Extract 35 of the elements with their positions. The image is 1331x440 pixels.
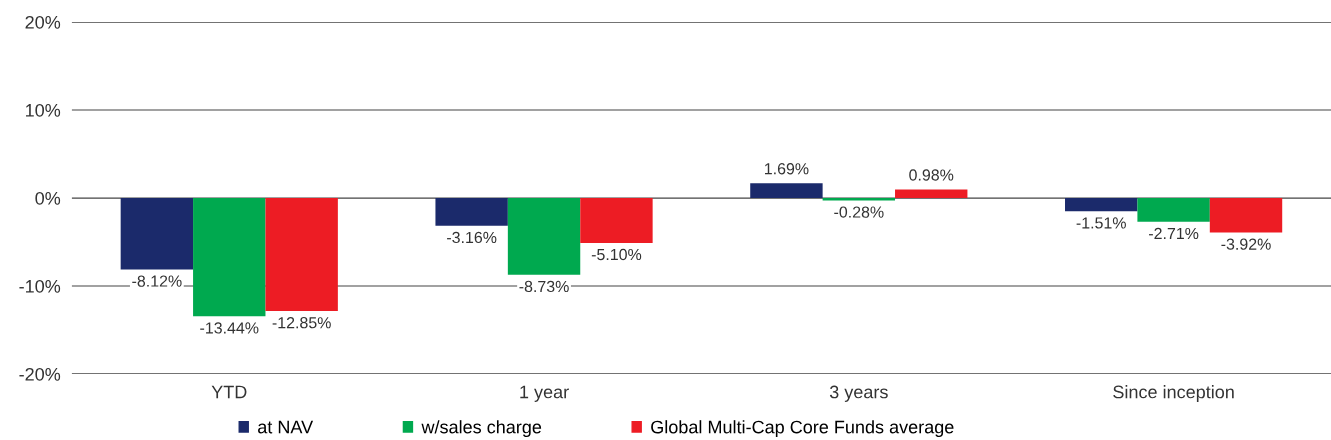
data-label: -12.85% bbox=[272, 317, 331, 329]
legend-label: at NAV bbox=[258, 420, 314, 434]
y-tick-label: 0% bbox=[35, 191, 61, 205]
bar bbox=[1065, 198, 1138, 212]
data-label: -8.12% bbox=[132, 275, 182, 287]
data-label: -3.92% bbox=[1221, 238, 1271, 250]
bar bbox=[580, 198, 653, 243]
bar bbox=[193, 198, 266, 317]
data-label: -3.16% bbox=[447, 231, 497, 244]
data-label: -8.73% bbox=[519, 280, 569, 293]
bar bbox=[265, 198, 338, 312]
data-label: -5.10% bbox=[591, 248, 642, 261]
x-tick-label: YTD bbox=[211, 385, 247, 399]
x-tick-label: 3 years bbox=[829, 385, 888, 402]
data-label: -13.44% bbox=[200, 322, 259, 334]
legend-label: w/sales charge bbox=[421, 420, 542, 437]
data-label: 1.69% bbox=[765, 163, 809, 175]
bar bbox=[120, 198, 194, 270]
data-label: -0.28% bbox=[834, 206, 884, 218]
bar bbox=[1209, 198, 1283, 233]
y-tick-label: -20% bbox=[19, 367, 61, 381]
x-tick-label: 1 year bbox=[520, 385, 569, 402]
bar bbox=[750, 183, 823, 198]
x-tick-label: Since inception bbox=[1113, 385, 1234, 402]
bar bbox=[1137, 198, 1210, 222]
data-label: -2.71% bbox=[1149, 227, 1199, 240]
y-tick-label: 10% bbox=[26, 103, 61, 117]
legend-label: Global Multi-Cap Core Funds average bbox=[651, 420, 954, 437]
y-tick-label: -10% bbox=[19, 279, 61, 293]
y-tick-label: 20% bbox=[25, 15, 61, 29]
bar bbox=[895, 189, 968, 198]
bar bbox=[507, 198, 581, 275]
data-label: 0.98% bbox=[909, 169, 954, 181]
bar bbox=[435, 198, 508, 226]
data-label: -1.51% bbox=[1076, 217, 1126, 229]
